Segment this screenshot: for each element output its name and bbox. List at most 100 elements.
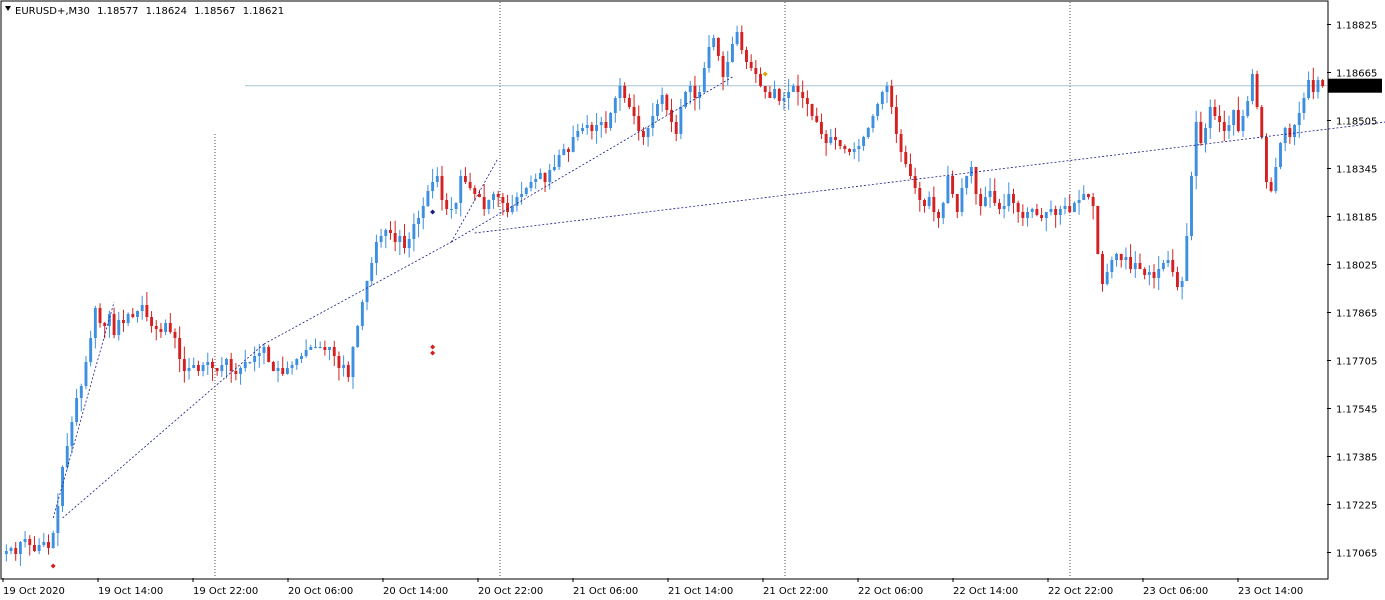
candle-body (1190, 176, 1193, 236)
candle (150, 311, 154, 333)
candle-body (997, 203, 1001, 209)
candle (1218, 105, 1222, 133)
candle-body (618, 86, 622, 98)
trend-line (263, 241, 452, 345)
candle (829, 128, 833, 145)
candle-body (271, 362, 275, 371)
candle-body (487, 200, 491, 209)
candle-body (150, 317, 154, 326)
candle-body (196, 365, 200, 371)
candle (627, 93, 631, 110)
candle (309, 344, 313, 351)
candle-body (187, 368, 191, 371)
candle (1143, 267, 1147, 280)
arrow-marker (762, 71, 768, 77)
candle-body (281, 368, 285, 374)
candle (1119, 253, 1123, 268)
candle (693, 75, 697, 111)
candle-body (1049, 209, 1053, 212)
candle (543, 172, 547, 193)
candle-body (932, 197, 936, 212)
candle-body (665, 95, 669, 110)
candle (1030, 207, 1034, 219)
candle-body (1044, 212, 1048, 218)
candle (599, 116, 603, 138)
candle-body (777, 89, 781, 101)
trend-lines-layer[interactable] (52, 76, 1385, 519)
y-tick-label: 1.18345 (1336, 165, 1377, 176)
candle (824, 129, 828, 156)
candle (595, 113, 599, 144)
candle-body (918, 188, 922, 200)
candle-body (103, 323, 107, 326)
candle (285, 361, 289, 375)
candle-body (75, 398, 79, 422)
candle-body (937, 212, 940, 218)
candle-body (979, 194, 983, 206)
candle (698, 85, 702, 110)
candle-body (876, 104, 880, 116)
candle (988, 177, 992, 208)
triangle-down-icon[interactable] (5, 6, 11, 11)
candle-body (965, 176, 969, 188)
candle-body (599, 122, 603, 125)
candle-body (360, 302, 364, 326)
candle-body (824, 134, 828, 143)
candle (674, 114, 678, 142)
candle (1279, 142, 1282, 170)
candle-body (1297, 113, 1301, 125)
candle-body (445, 200, 449, 209)
y-tick-label: 1.18185 (1336, 213, 1377, 224)
candle (581, 123, 584, 135)
candle-body (866, 128, 870, 137)
candle-body (923, 200, 926, 206)
candle-body (571, 137, 575, 152)
candle-body (379, 236, 383, 242)
candle-body (257, 353, 261, 356)
candle (567, 147, 570, 162)
candle-body (815, 116, 819, 122)
close-value: 1.18621 (243, 6, 284, 17)
candle-body (955, 194, 959, 212)
candle (9, 546, 13, 555)
candle (75, 388, 79, 426)
x-tick-label: 19 Oct 2020 (3, 586, 65, 597)
candle-body (164, 323, 168, 332)
candle-body (805, 98, 809, 104)
candle (997, 198, 1001, 215)
candle-body (295, 359, 299, 365)
candle-body (98, 308, 102, 323)
candle (524, 186, 528, 197)
candle (1199, 111, 1203, 146)
candle-body (449, 209, 453, 210)
candle (712, 34, 716, 51)
candle-body (946, 176, 950, 203)
candle (1204, 123, 1207, 153)
candle-body (787, 92, 791, 98)
candle-body (534, 179, 538, 182)
candle (927, 191, 931, 210)
candle-body (670, 110, 673, 122)
candle-body (1152, 272, 1156, 278)
low-value: 1.18567 (194, 6, 235, 17)
candle (389, 221, 392, 240)
candle (1250, 69, 1254, 105)
candle-body (501, 197, 505, 203)
candle (1316, 76, 1320, 99)
candle (637, 105, 641, 141)
candle-body (1026, 212, 1029, 218)
candle (281, 356, 285, 376)
candle-body (1260, 107, 1264, 137)
candle-body (843, 146, 847, 149)
candle-body (1143, 269, 1147, 275)
candle-body (140, 305, 144, 311)
candle-body (1250, 74, 1254, 101)
candle (777, 87, 781, 106)
candle (178, 326, 182, 373)
candle (1072, 201, 1076, 213)
candle-body (473, 188, 477, 194)
candle (431, 168, 435, 199)
candle-body (524, 188, 528, 194)
